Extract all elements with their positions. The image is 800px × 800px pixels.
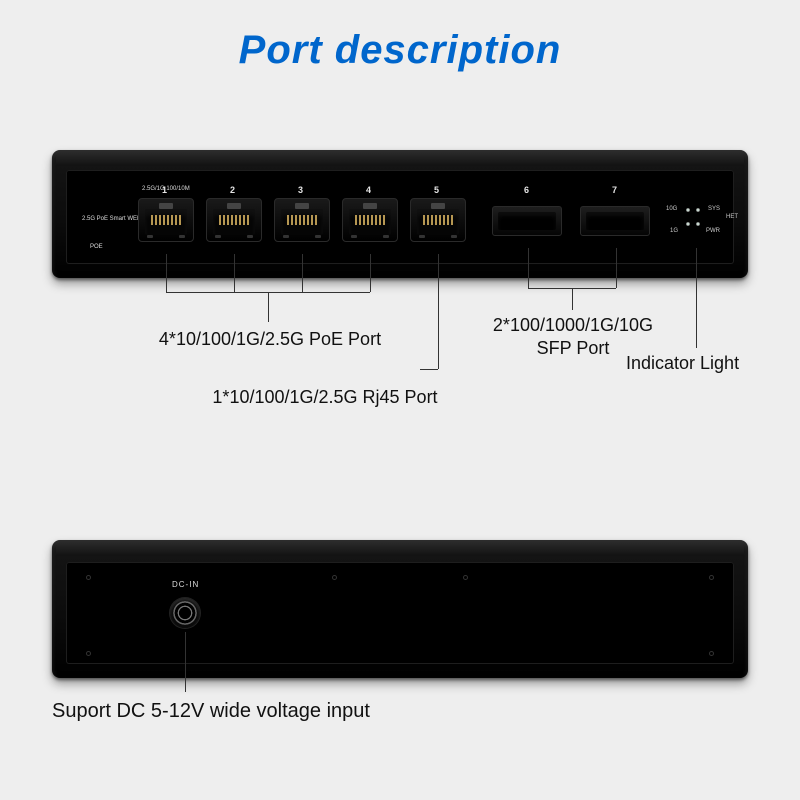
port-number: 6 [524,185,529,195]
indicator-label-sys: SYS [708,206,720,212]
callout-line [528,248,529,288]
switch-front-view: 2.5G/1G 100/10M 2.5G PoE Smart WEB Switc… [52,150,748,278]
switch-back-view: DC-IN [52,540,748,678]
led-dot [696,208,700,212]
poe-row-label: POE [90,244,103,251]
rj45-port-1 [138,198,194,242]
callout-line [420,369,438,370]
callout-line [302,254,303,292]
indicator-label-1g: 1G [670,228,678,234]
callout-line [696,248,697,348]
callout-poe-ports: 4*10/100/1G/2.5G PoE Port [130,328,410,351]
led-dot [686,208,690,212]
callout-line [616,248,617,288]
port-number: 7 [612,185,617,195]
port-number: 4 [366,185,371,195]
screw-hole [463,575,468,580]
callout-sfp-line2: SFP Port [537,338,610,358]
screw-hole [709,575,714,580]
rj45-port-3 [274,198,330,242]
dc-power-jack [170,598,200,628]
callout-line [370,254,371,292]
front-chassis: 2.5G/1G 100/10M 2.5G PoE Smart WEB Switc… [52,150,748,278]
indicator-label-pwr: PWR [706,228,720,234]
indicator-label-10g: 10G [666,206,677,212]
callout-line [268,292,269,322]
page-title: Port description [0,0,800,73]
port-number: 5 [434,185,439,195]
callout-line [166,254,167,292]
sfp-port-6 [492,206,562,236]
callout-line [438,254,439,369]
screw-hole [332,575,337,580]
rj45-port-2 [206,198,262,242]
callout-dc-input: Suport DC 5-12V wide voltage input [52,700,370,723]
callout-line [572,288,573,310]
led-dot [696,222,700,226]
callout-sfp-line1: 2*100/1000/1G/10G [493,315,653,335]
indicator-label-het: HET [726,214,738,220]
indicator-light-panel: 10G SYS 1G PWR HET [666,200,720,240]
screw-hole [86,575,91,580]
callout-indicator-light: Indicator Light [626,352,776,375]
port-number: 3 [298,185,303,195]
screw-hole [709,651,714,656]
dc-in-label: DC-IN [172,580,199,589]
back-chassis: DC-IN [52,540,748,678]
led-dot [686,222,690,226]
callout-rj45-port: 1*10/100/1G/2.5G Rj45 Port [185,386,465,409]
back-faceplate [66,562,734,664]
callout-line [185,632,186,692]
screw-hole [86,651,91,656]
port-number: 2 [230,185,235,195]
port-number: 1 [162,185,167,195]
sfp-port-7 [580,206,650,236]
rj45-port-5 [410,198,466,242]
callout-line [234,254,235,292]
rj45-port-4 [342,198,398,242]
